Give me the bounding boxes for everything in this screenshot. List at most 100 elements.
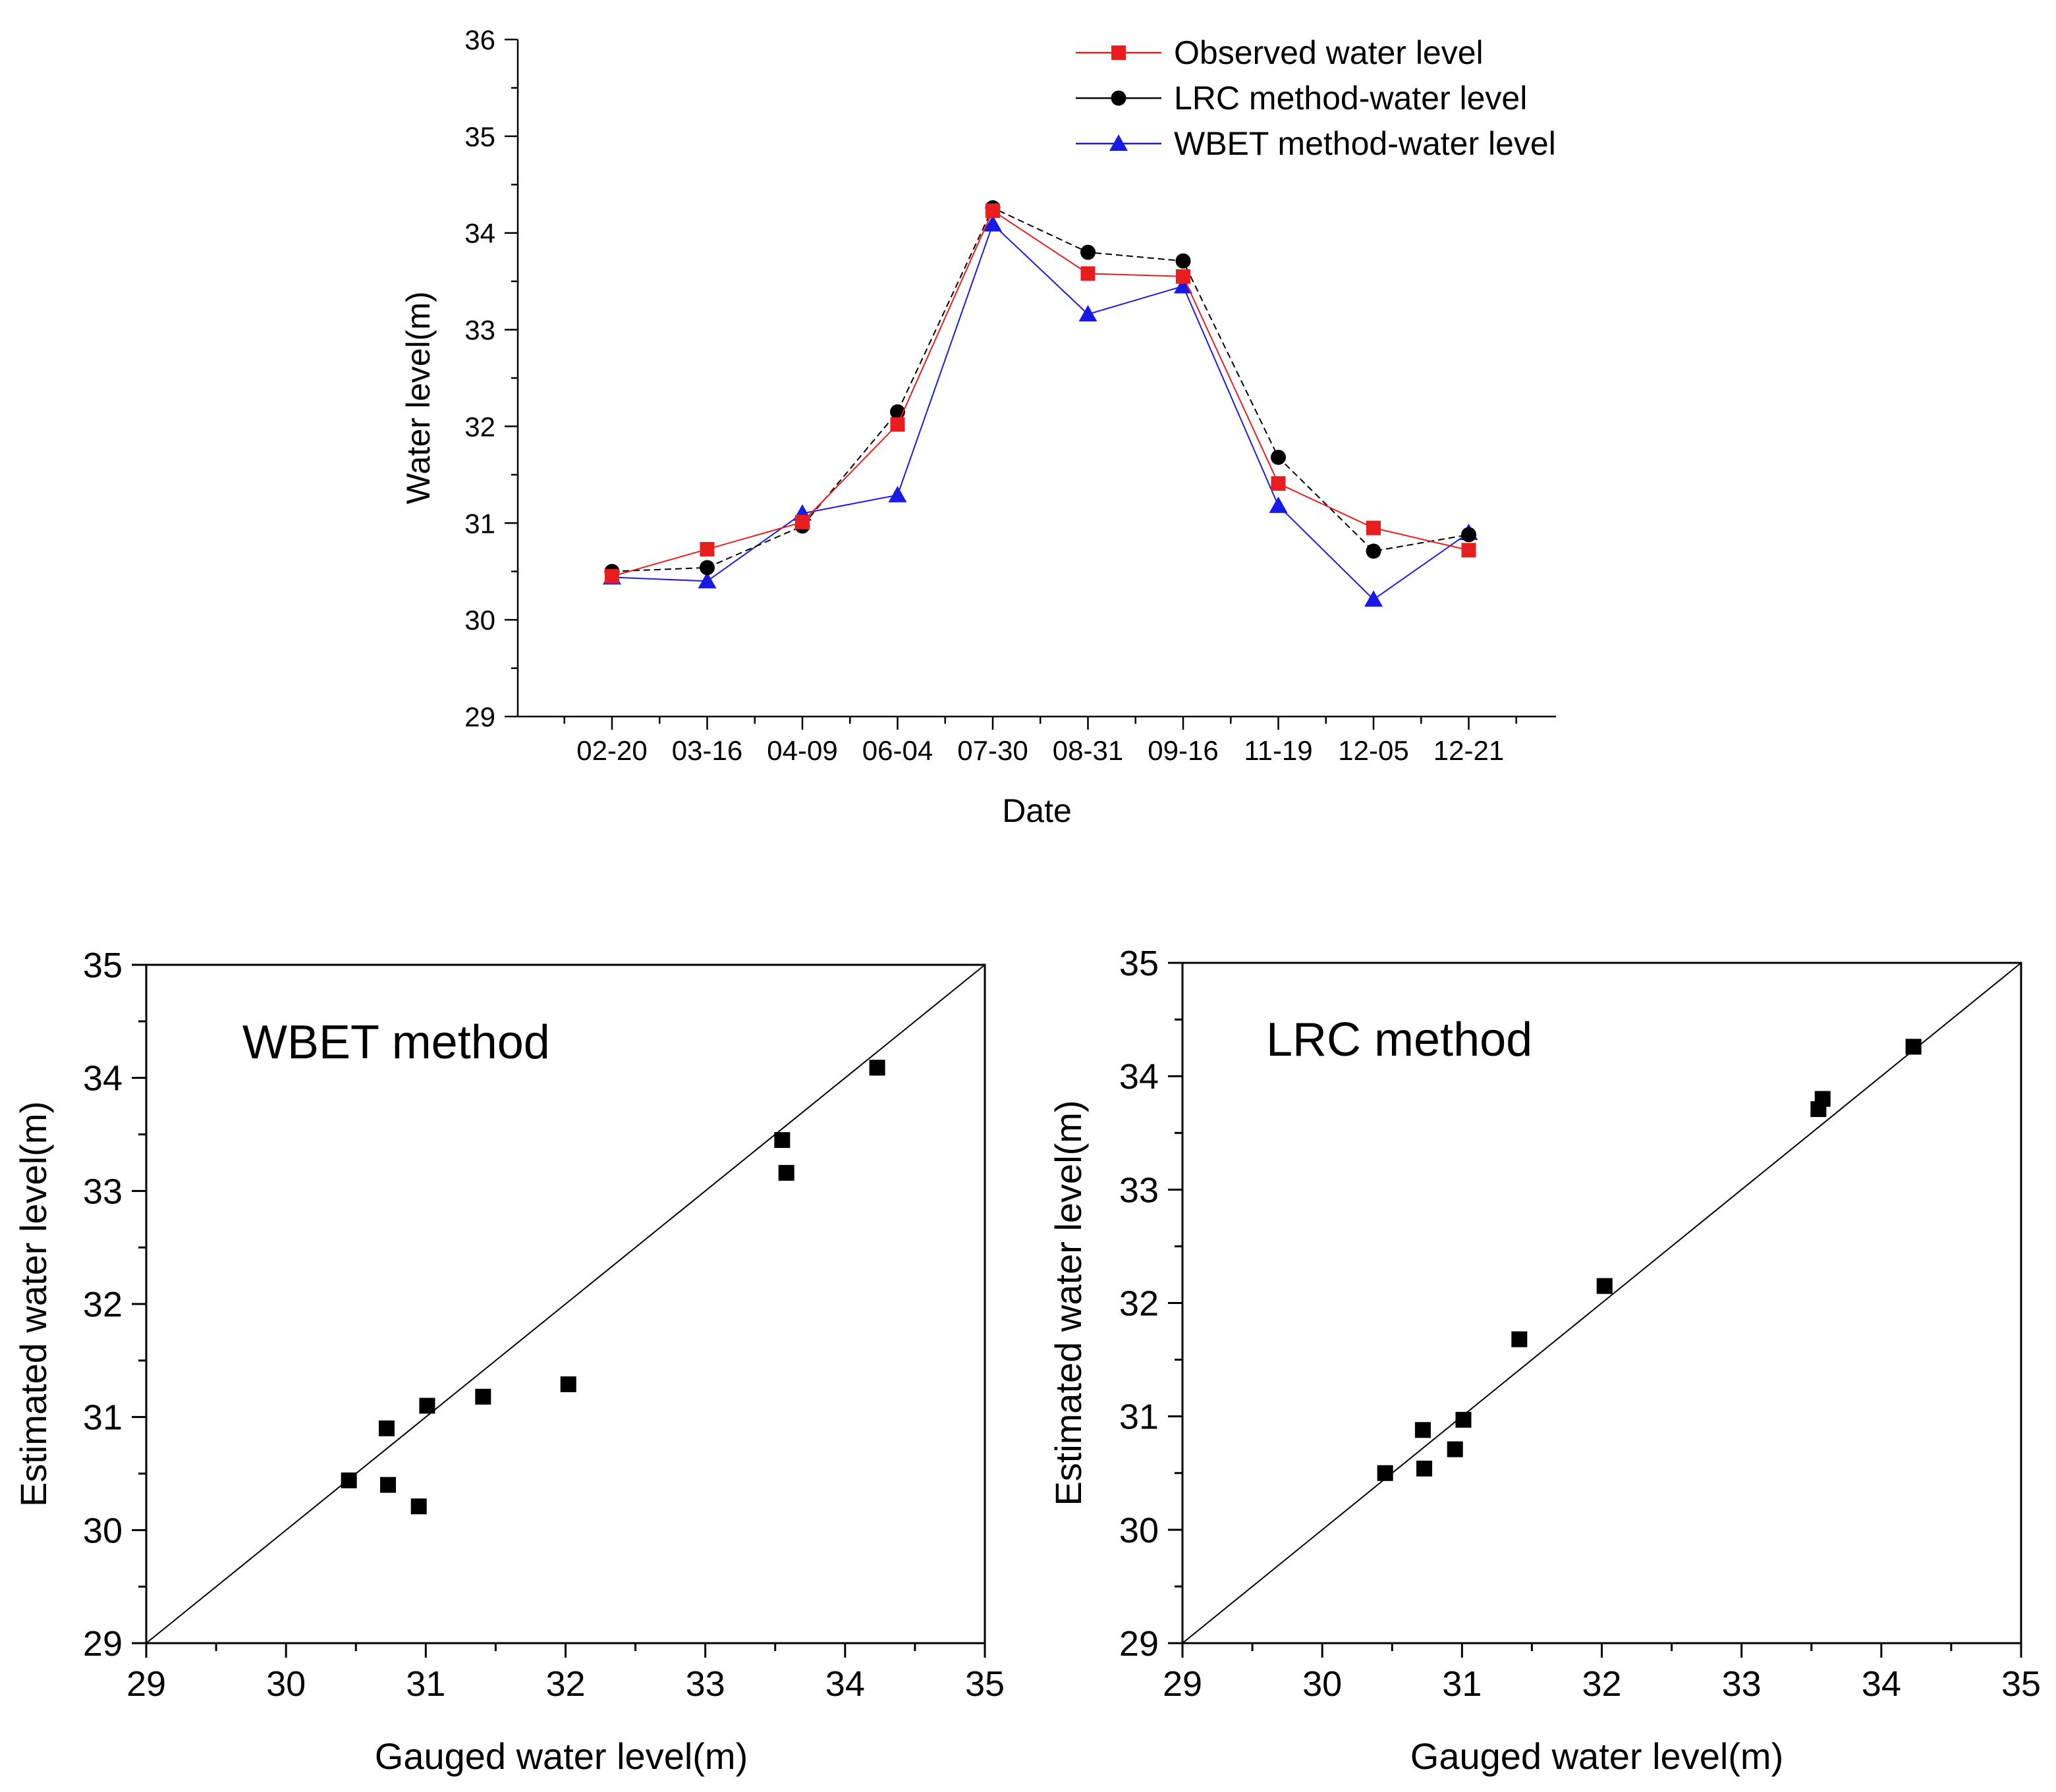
y-tick-label: 32 [83,1285,123,1324]
series-0 [605,203,1476,584]
series-2 [603,215,1478,607]
y-tick-label: 31 [464,508,495,539]
scatter-point [419,1398,435,1414]
y-tick-label: 29 [1119,1624,1159,1664]
series-line-2 [611,223,1470,601]
x-tick-label: 34 [825,1664,865,1704]
scatter-point [378,1420,395,1436]
y-tick-label: 30 [464,605,495,636]
scatter-panel-2: 29 30 31 32 33 34 35 29 30 31 32 33 34 35 Gauged water… [1047,944,2041,1777]
y-tick-label: 29 [464,701,495,732]
y-tick-label: 30 [83,1511,123,1550]
x-tick-label: 35 [965,1664,1005,1704]
series-line-0 [611,209,1469,578]
y-tick-label: 34 [1119,1057,1159,1097]
y-tick-label: 33 [464,315,495,346]
series-1-point [1080,244,1096,260]
scatter-point [778,1164,794,1181]
series-0-point [1080,266,1096,281]
scatter-point [475,1388,491,1405]
series-1 [604,200,1476,580]
x-axis-title: Gauged water level(m) [1410,1735,1783,1777]
x-tick-label: 04-09 [767,735,837,766]
x-axis-title: Date [1002,792,1072,829]
scatter-point [869,1060,885,1076]
series-0-point [1366,520,1381,535]
x-tick-label: 12-21 [1433,735,1504,766]
x-tick-label: 31 [406,1664,445,1704]
series-0-point [605,569,619,584]
scatter-panel-1: 29 30 31 32 33 34 35 29 30 31 32 33 34 35 Gauged water… [13,946,1005,1777]
series-0-point [1176,269,1190,284]
y-tick-label: 33 [1119,1170,1159,1210]
line-chart: 29 30 31 32 33 34 35 36 02-20 03-16 04-09 06-04 07-3… [400,24,1556,829]
x-tick-label: 02-20 [576,735,647,766]
series-1-point [1366,543,1381,559]
y-tick-label: 34 [83,1059,123,1099]
x-tick-label: 33 [1722,1664,1762,1704]
y-axis-title: Estimated water level(m) [13,1101,54,1507]
series-1-point [1461,527,1476,543]
x-tick-label: 03-16 [672,735,742,766]
scatter-point [1455,1411,1472,1428]
x-tick-label: 06-04 [862,735,933,766]
reference-line [1182,962,2022,1644]
y-axis-title: Estimated water level(m) [1047,1100,1089,1506]
y-tick-label: 29 [83,1624,123,1664]
reference-line [146,964,986,1644]
x-tick-label: 32 [545,1664,585,1704]
series-0-point [1271,476,1286,491]
y-tick-label: 32 [1119,1284,1159,1324]
scatter-point [341,1472,357,1488]
legend-marker-2 [1109,134,1128,151]
y-tick-label: 31 [1119,1398,1159,1437]
scatter-point [380,1477,397,1493]
y-tick-label: 30 [1119,1511,1159,1550]
y-tick-label: 36 [464,24,495,55]
scatter-point [1905,1039,1922,1055]
scatter-point [1810,1101,1827,1118]
scatter-point [1511,1331,1528,1347]
scatter-point [1447,1441,1463,1457]
series-0-point [986,203,1000,218]
x-tick-label: 34 [1862,1664,1901,1704]
x-tick-label: 11-19 [1244,735,1312,766]
x-tick-label: 30 [266,1664,306,1704]
series-2-point [698,572,717,589]
legend-marker-1 [1111,90,1126,106]
series-2-point [888,485,907,502]
x-tick-label: 08-31 [1053,735,1123,766]
x-tick-label: 09-16 [1148,735,1218,766]
series-0-point [795,514,810,529]
y-tick-label: 35 [464,121,495,152]
legend-label-0: Observed water level [1174,34,1484,71]
scatter-point [1416,1460,1433,1477]
scatter-point [560,1376,576,1392]
y-tick-label: 34 [464,218,495,249]
series-0-point [1461,543,1476,558]
x-tick-label: 32 [1582,1664,1621,1704]
series-0-point [700,541,715,557]
series-1-point [1271,449,1286,465]
scatter-point [410,1498,427,1515]
series-line-1 [611,207,1469,572]
x-tick-label: 29 [1163,1664,1202,1704]
scatter-point [1596,1278,1613,1294]
panel-title: WBET method [242,1016,550,1069]
y-axis-title: Water level(m) [400,291,437,504]
scatter-point [774,1132,791,1149]
x-tick-label: 33 [686,1664,725,1704]
series-2-point [1269,496,1288,513]
x-tick-label: 12-05 [1338,735,1408,766]
series-2-point [1364,590,1383,607]
x-tick-label: 29 [126,1664,166,1704]
legend-label-1: LRC method-water level [1174,80,1527,117]
x-tick-label: 07-30 [957,735,1028,766]
series-2-point [1174,277,1192,294]
legend: Observed water level LRC method-water lev… [1076,34,1556,162]
legend-marker-0 [1111,45,1126,60]
y-tick-label: 35 [1119,944,1159,983]
series-2-point [984,215,1002,232]
series-1-point [700,560,715,576]
